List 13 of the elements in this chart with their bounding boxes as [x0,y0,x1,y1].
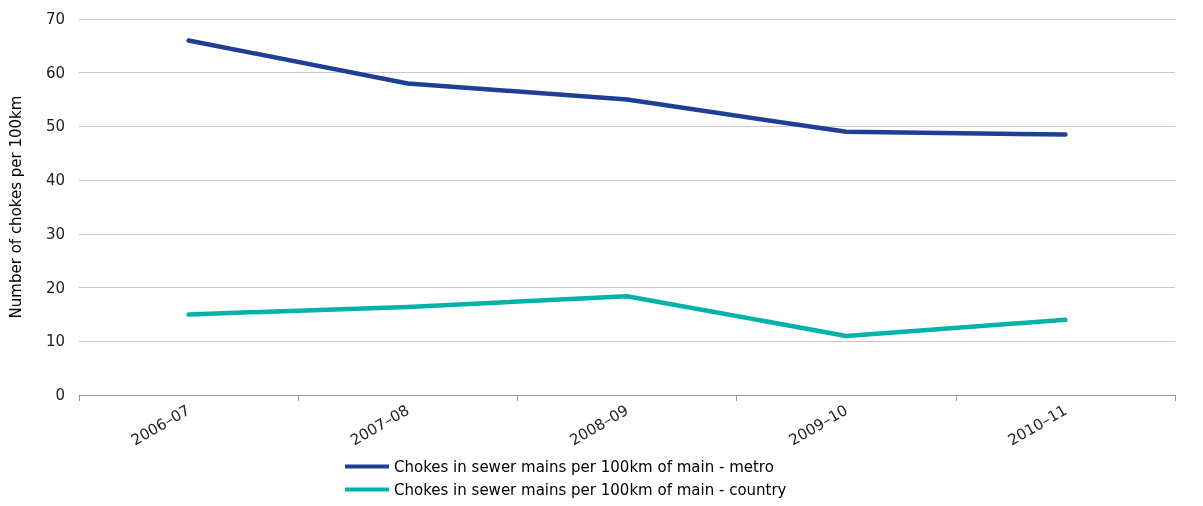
legend-label: Chokes in sewer mains per 100km of main - country [394,480,787,499]
y-axis-title: Number of chokes per 100km [6,95,25,319]
y-tick-label: 20 [45,278,65,297]
y-tick-label: 10 [45,332,65,351]
line-series [186,293,1068,339]
line-series [186,38,1068,137]
y-tick-label: 50 [45,117,65,136]
y-tick-label: 0 [55,386,65,404]
y-tick-label: 60 [45,63,65,82]
legend-label: Chokes in sewer mains per 100km of main - metro [394,457,774,476]
y-tick-label: 70 [45,10,65,28]
y-tick-label: 40 [45,171,65,190]
y-tick-label: 30 [45,224,65,243]
